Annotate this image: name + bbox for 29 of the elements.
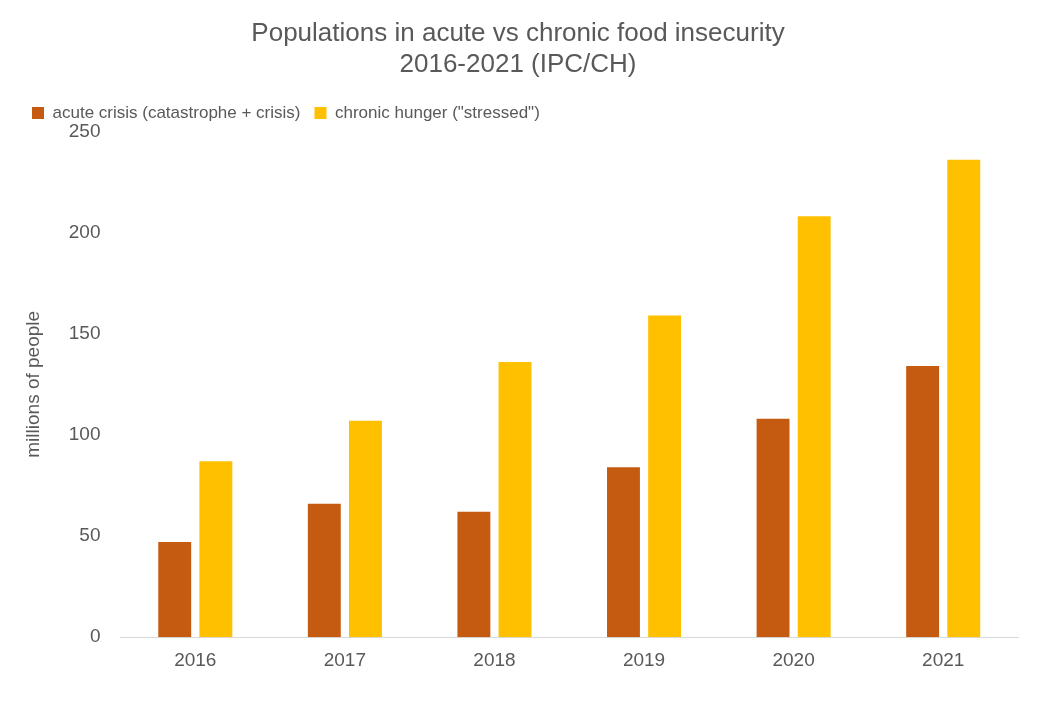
bar (648, 315, 682, 638)
bar (307, 503, 341, 638)
bar (607, 467, 640, 638)
bar (906, 366, 940, 638)
y-tick-label: 250 (68, 119, 101, 141)
text: Populations in acute vs chronic food insecurity (251, 16, 785, 47)
legend-label: chronic hunger ("stressed") (334, 102, 540, 122)
bar (797, 216, 831, 638)
y-tick-label: 200 (68, 220, 101, 242)
y-tick-label: 100 (68, 423, 101, 445)
bar (348, 420, 382, 638)
x-tick-label: 2017 (323, 648, 367, 670)
bar (158, 542, 192, 638)
y-axis-title: millions of people (21, 310, 43, 458)
x-tick-label: 2021 (922, 648, 965, 670)
bar (947, 159, 981, 638)
x-tick-label: 2018 (473, 648, 516, 670)
bar (498, 362, 532, 638)
x-tick-label: 2019 (622, 648, 666, 670)
legend-label: acute crisis (catastrophe + crisis) (52, 102, 301, 122)
text: 2016-2021 (IPC/CH) (399, 47, 637, 78)
x-tick-label: 2016 (174, 648, 217, 670)
x-tick-label: 2020 (772, 648, 815, 670)
bar (457, 511, 491, 638)
bar (756, 418, 790, 638)
y-tick-label: 0 (89, 625, 101, 647)
bar (199, 461, 233, 638)
y-tick-label: 150 (68, 321, 101, 343)
y-tick-label: 50 (79, 524, 101, 546)
